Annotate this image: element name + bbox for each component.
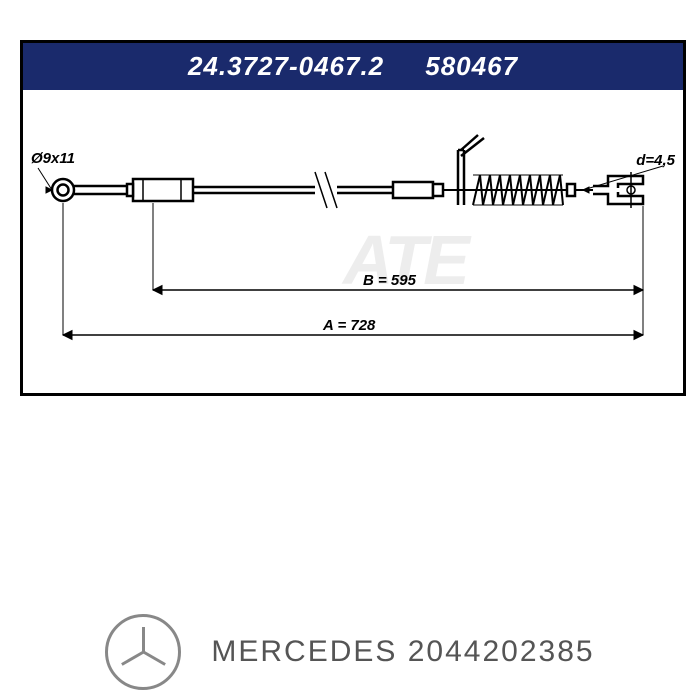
brand-logo: [105, 614, 181, 690]
part-code-2: 580467: [425, 51, 518, 81]
label-dim-a: A = 728: [323, 317, 375, 334]
label-right-end: d=4,5: [636, 152, 675, 169]
diagram-frame: 24.3727-0467.2 580467 ATE Ø9x11 d=4,5 B …: [20, 40, 686, 396]
part-code-1: 24.3727-0467.2: [188, 51, 384, 81]
drawing-area: ATE Ø9x11 d=4,5 B = 595 A = 728: [23, 90, 683, 390]
footer: MERCEDES 2044202385: [0, 614, 700, 690]
technical-svg: [23, 90, 683, 390]
footer-text: MERCEDES 2044202385: [211, 635, 594, 669]
label-dim-b: B = 595: [363, 272, 416, 289]
brand-name: MERCEDES: [211, 635, 397, 668]
footer-part-number: 2044202385: [408, 635, 595, 668]
label-left-end: Ø9x11: [31, 150, 75, 167]
header-bar: 24.3727-0467.2 580467: [23, 43, 683, 90]
